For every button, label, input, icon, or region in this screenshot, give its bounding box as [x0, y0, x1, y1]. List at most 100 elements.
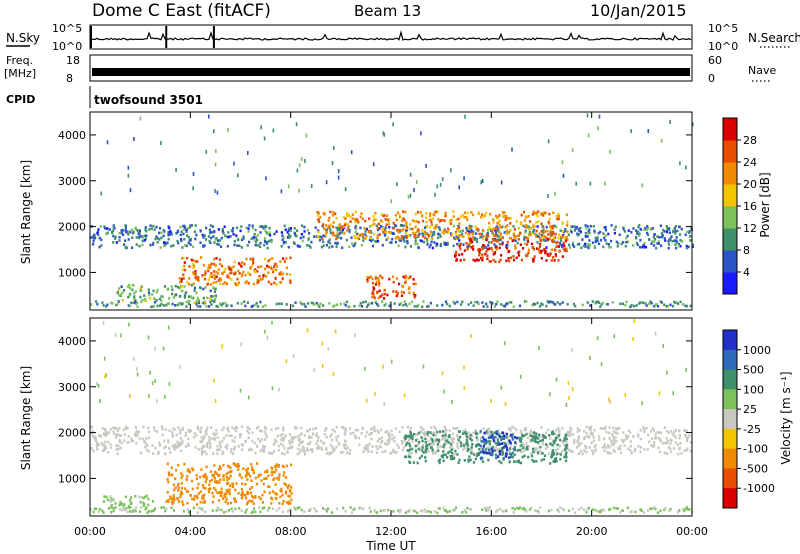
- heatmap-cell: [437, 459, 440, 463]
- heatmap-cell: [424, 236, 427, 240]
- heatmap-cell: [483, 443, 486, 446]
- heatmap-cell: [591, 300, 594, 303]
- heatmap-cell: [554, 439, 557, 442]
- heatmap-cell: [232, 462, 235, 465]
- heatmap-cell: [548, 434, 551, 437]
- heatmap-cell: [213, 230, 216, 233]
- heatmap-cell: [323, 432, 326, 436]
- heatmap-cell: [221, 428, 224, 432]
- heatmap-cell: [109, 443, 112, 446]
- heatmap-cell: [559, 302, 562, 306]
- heatmap-cell: [277, 444, 280, 448]
- heatmap-cell: [571, 241, 575, 245]
- heatmap-cell: [535, 432, 538, 436]
- heatmap-cell: [426, 243, 429, 246]
- heatmap-cell: [404, 210, 407, 214]
- heatmap-cell: [206, 283, 209, 286]
- heatmap-cell: [542, 238, 545, 241]
- heatmap-cell: [428, 214, 432, 218]
- heatmap-cell: [183, 224, 186, 228]
- heatmap-cell: [535, 233, 538, 237]
- heatmap-cell: [491, 434, 494, 437]
- heatmap-cell: [292, 436, 295, 440]
- heatmap-cell: [331, 245, 334, 248]
- heatmap-cell: [463, 459, 466, 462]
- heatmap-cell: [442, 506, 445, 510]
- heatmap-cell: [318, 235, 321, 238]
- heatmap-cell: [141, 239, 144, 243]
- heatmap-cell: [659, 509, 662, 513]
- heatmap-cell: [461, 300, 464, 304]
- heatmap-cell: [504, 341, 506, 346]
- heatmap-cell: [244, 304, 247, 308]
- heatmap-cell: [259, 245, 262, 249]
- heatmap-cell: [477, 302, 480, 306]
- heatmap-cell: [246, 429, 249, 433]
- heatmap-cell: [401, 448, 405, 452]
- heatmap-cell: [669, 119, 671, 124]
- heatmap-cell: [498, 449, 502, 453]
- heatmap-cell: [432, 443, 435, 446]
- heatmap-cell: [542, 214, 545, 217]
- heatmap-cell: [359, 226, 362, 230]
- heatmap-cell: [115, 448, 118, 451]
- heatmap-cell: [498, 246, 501, 250]
- heatmap-cell: [337, 236, 340, 240]
- heatmap-cell: [488, 433, 491, 436]
- heatmap-cell: [303, 434, 306, 437]
- heatmap-cell: [167, 480, 170, 484]
- heatmap-cell: [627, 447, 630, 450]
- heatmap-cell: [551, 449, 554, 452]
- heatmap-cell: [508, 300, 512, 304]
- heatmap-cell: [323, 441, 326, 445]
- heatmap-cell: [535, 436, 538, 440]
- heatmap-cell: [386, 214, 389, 217]
- heatmap-cell: [502, 304, 505, 308]
- heatmap-cell: [498, 452, 501, 456]
- heatmap-cell: [669, 442, 672, 445]
- heatmap-cell: [615, 507, 618, 510]
- heatmap-cell: [171, 288, 174, 292]
- heatmap-cell: [402, 291, 405, 294]
- heatmap-cell: [485, 233, 488, 237]
- x-tick-label: 00:00: [74, 525, 106, 538]
- heatmap-cell: [599, 427, 602, 430]
- heatmap-cell: [652, 429, 656, 432]
- heatmap-cell: [106, 498, 110, 502]
- heatmap-cell: [555, 452, 559, 456]
- heatmap-cell: [378, 445, 381, 448]
- heatmap-cell: [454, 231, 457, 234]
- heatmap-cell: [436, 304, 439, 307]
- heatmap-cell: [494, 435, 497, 439]
- heatmap-cell: [381, 439, 384, 443]
- heatmap-cell: [486, 254, 489, 257]
- heatmap-cell: [284, 241, 287, 244]
- heatmap-cell: [529, 220, 532, 223]
- heatmap-cell: [586, 301, 589, 304]
- heatmap-cell: [646, 226, 650, 230]
- heatmap-cell: [540, 249, 543, 253]
- heatmap-cell: [465, 226, 468, 230]
- heatmap-cell: [556, 436, 559, 439]
- heatmap-cell: [454, 506, 458, 510]
- heatmap-cell: [470, 446, 473, 449]
- heatmap-cell: [130, 246, 134, 249]
- heatmap-cell: [97, 510, 100, 513]
- heatmap-cell: [476, 432, 479, 436]
- heatmap-cell: [509, 452, 512, 455]
- heatmap-cell: [200, 426, 203, 430]
- heatmap-cell: [528, 431, 531, 434]
- heatmap-cell: [293, 231, 296, 235]
- heatmap-cell: [317, 218, 320, 221]
- colorbar-tick-label: 4: [743, 266, 750, 279]
- heatmap-cell: [678, 447, 681, 451]
- heatmap-cell: [653, 238, 656, 241]
- heatmap-cell: [434, 451, 437, 455]
- heatmap-cell: [452, 457, 455, 460]
- heatmap-cell: [520, 431, 523, 434]
- heatmap-cell: [563, 448, 566, 451]
- heatmap-cell: [202, 436, 206, 440]
- heatmap-cell: [306, 448, 309, 452]
- heatmap-cell: [237, 281, 240, 284]
